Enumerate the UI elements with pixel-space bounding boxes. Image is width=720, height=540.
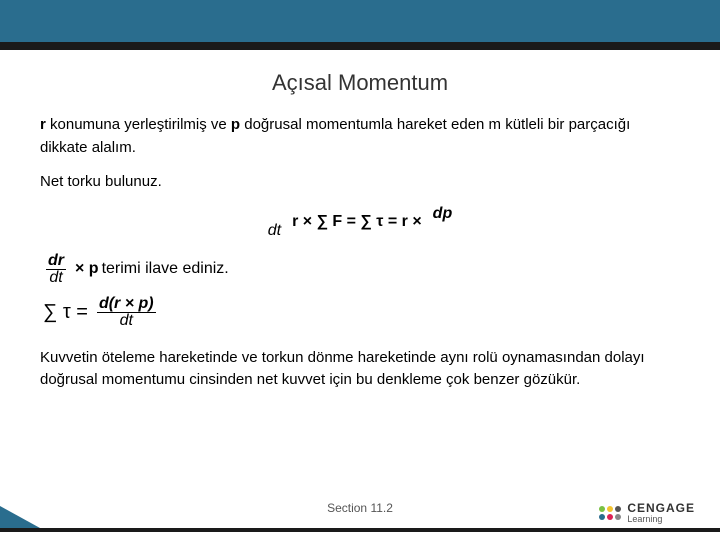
eq2-text: terimi ilave ediniz. xyxy=(102,260,229,278)
paragraph-3: Kuvvetin öteleme hareketinde ve torkun d… xyxy=(40,347,680,392)
frac-dp-dt: dp dt xyxy=(431,206,455,238)
eq3-lhs: ∑ τ = xyxy=(43,301,88,324)
slide-content: Açısal Momentum r konumuna yerleştirilmi… xyxy=(0,50,720,392)
frac-d-dt: d dt xyxy=(266,206,283,239)
paragraph-2: Net torku bulunuz. xyxy=(40,171,680,194)
cross-p: × p xyxy=(75,260,99,278)
var-p: p xyxy=(231,116,240,133)
top-banner xyxy=(0,0,720,42)
logo-dots-icon xyxy=(599,506,621,520)
bottom-line xyxy=(0,528,720,532)
triangle-decor xyxy=(0,506,40,528)
logo-text: CENGAGE Learning xyxy=(627,502,695,525)
frac-dr-dt: dr dt xyxy=(46,253,66,286)
equation-3: ∑ τ = d(r × p) dt xyxy=(40,296,680,329)
equation-2: dr dt × p terimi ilave ediniz. xyxy=(40,253,680,286)
slide-title: Açısal Momentum xyxy=(40,70,680,96)
cengage-logo: CENGAGE Learning xyxy=(599,502,695,525)
frac-drp-dt: d(r × p) dt xyxy=(97,296,156,329)
paragraph-1: r konumuna yerleştirilmiş ve p doğrusal … xyxy=(40,114,680,159)
p1-t1: konumuna yerleştirilmiş ve xyxy=(46,116,231,133)
equation-1: d dt r × ∑ F = ∑ τ = r × dp dt xyxy=(40,206,680,239)
top-divider xyxy=(0,42,720,50)
logo-sub: Learning xyxy=(627,515,695,525)
eq1-body: r × ∑ F = ∑ τ = r × xyxy=(292,213,422,231)
